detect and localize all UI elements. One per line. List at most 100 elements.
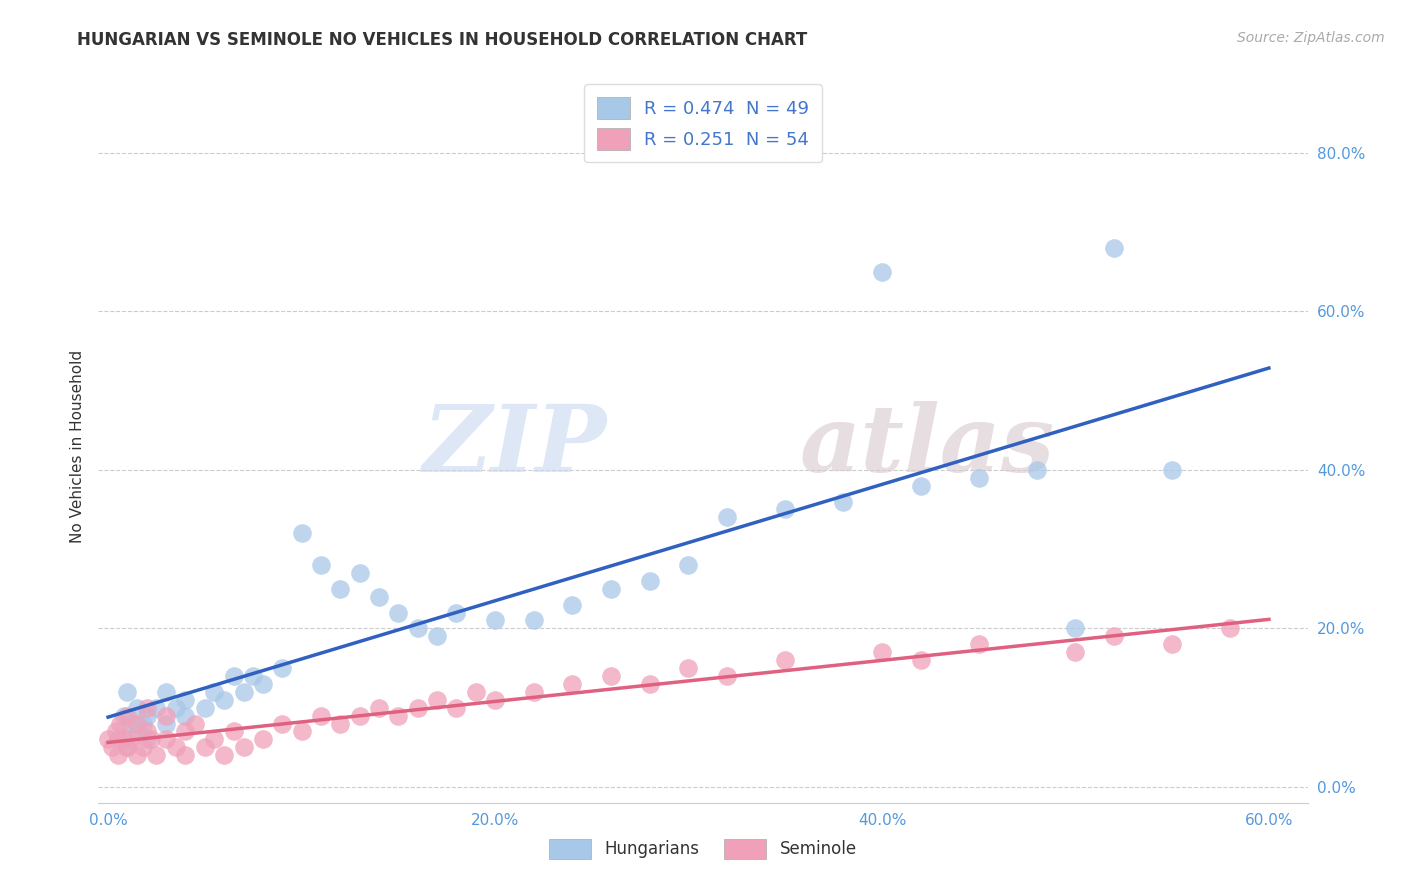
Point [127, 716, 149, 731]
Point [135, 732, 157, 747]
Point [135, 700, 157, 714]
Point [1064, 645, 1087, 659]
Point [290, 526, 312, 541]
Point [678, 661, 700, 675]
Point [145, 748, 167, 763]
Point [184, 716, 207, 731]
Point [870, 645, 893, 659]
Point [132, 740, 155, 755]
Text: HUNGARIAN VS SEMINOLE NO VEHICLES IN HOUSEHOLD CORRELATION CHART: HUNGARIAN VS SEMINOLE NO VEHICLES IN HOU… [77, 31, 807, 49]
Point [290, 724, 312, 739]
Y-axis label: No Vehicles in Household: No Vehicles in Household [69, 350, 84, 542]
Point [406, 700, 429, 714]
Point [97, 732, 120, 747]
Point [329, 582, 352, 596]
Point [368, 700, 391, 714]
Point [204, 732, 226, 747]
Point [967, 471, 990, 485]
Legend: Hungarians, Seminole: Hungarians, Seminole [543, 832, 863, 866]
Point [349, 708, 371, 723]
Point [135, 708, 157, 723]
Point [127, 748, 149, 763]
Point [132, 716, 155, 731]
Point [112, 732, 135, 747]
Point [1219, 621, 1241, 635]
Point [120, 716, 142, 731]
Point [165, 740, 187, 755]
Point [135, 724, 157, 739]
Point [212, 748, 235, 763]
Point [222, 724, 245, 739]
Point [773, 502, 796, 516]
Point [120, 732, 142, 747]
Point [101, 740, 124, 755]
Point [426, 692, 449, 706]
Point [1161, 637, 1184, 651]
Point [678, 558, 700, 572]
Point [446, 700, 468, 714]
Point [155, 716, 177, 731]
Point [600, 582, 623, 596]
Point [484, 614, 506, 628]
Point [204, 685, 226, 699]
Point [107, 748, 129, 763]
Point [165, 700, 187, 714]
Point [117, 708, 139, 723]
Point [910, 653, 932, 667]
Point [1102, 629, 1125, 643]
Point [117, 740, 139, 755]
Point [832, 494, 855, 508]
Point [910, 478, 932, 492]
Point [242, 669, 264, 683]
Point [1025, 463, 1047, 477]
Point [252, 732, 274, 747]
Point [104, 724, 127, 739]
Point [155, 708, 177, 723]
Point [271, 716, 294, 731]
Point [212, 692, 235, 706]
Point [523, 614, 546, 628]
Point [349, 566, 371, 580]
Point [773, 653, 796, 667]
Text: atlas: atlas [800, 401, 1054, 491]
Point [232, 685, 254, 699]
Point [464, 685, 486, 699]
Point [561, 598, 583, 612]
Point [523, 685, 546, 699]
Point [127, 724, 149, 739]
Point [484, 692, 506, 706]
Point [108, 716, 131, 731]
Point [329, 716, 352, 731]
Text: Source: ZipAtlas.com: Source: ZipAtlas.com [1237, 31, 1385, 45]
Point [232, 740, 254, 755]
Point [1161, 463, 1184, 477]
Point [638, 574, 661, 588]
Point [716, 669, 738, 683]
Point [446, 606, 468, 620]
Point [112, 708, 135, 723]
Point [309, 708, 332, 723]
Point [600, 669, 623, 683]
Point [174, 692, 197, 706]
Point [561, 677, 583, 691]
Point [174, 724, 197, 739]
Point [107, 732, 129, 747]
Point [1102, 241, 1125, 255]
Point [406, 621, 429, 635]
Point [194, 740, 217, 755]
Point [117, 685, 139, 699]
Text: ZIP: ZIP [422, 401, 606, 491]
Point [387, 708, 409, 723]
Point [309, 558, 332, 572]
Point [145, 700, 167, 714]
Point [870, 264, 893, 278]
Point [139, 732, 162, 747]
Point [194, 700, 217, 714]
Point [271, 661, 294, 675]
Point [638, 677, 661, 691]
Point [368, 590, 391, 604]
Point [155, 732, 177, 747]
Point [967, 637, 990, 651]
Point [174, 708, 197, 723]
Point [127, 700, 149, 714]
